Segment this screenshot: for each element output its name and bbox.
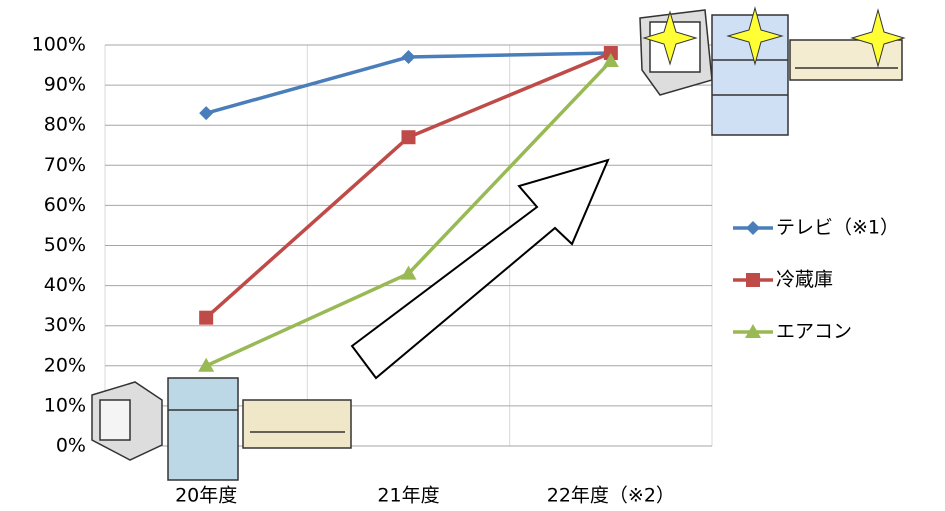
marker <box>199 310 214 325</box>
legend-label: テレビ（※1） <box>776 217 899 239</box>
y-tick-label: 10% <box>44 394 86 416</box>
y-tick-label: 30% <box>44 314 86 336</box>
marker <box>401 130 416 145</box>
trend-arrow <box>350 158 610 380</box>
stars <box>642 6 906 68</box>
old-appliances <box>91 377 352 481</box>
legend-label: 冷蔵庫 <box>776 269 833 291</box>
y-tick-label: 0% <box>56 435 86 457</box>
marker <box>602 53 619 68</box>
y-tick-label: 50% <box>44 234 86 256</box>
x-tick-label: 20年度 <box>175 485 237 507</box>
y-tick-label: 80% <box>44 114 86 136</box>
marker <box>401 50 416 65</box>
marker <box>746 273 760 287</box>
marker <box>746 221 760 235</box>
x-tick-label: 22年度（※2） <box>547 485 675 507</box>
y-tick-label: 100% <box>32 34 86 56</box>
marker <box>198 357 215 372</box>
marker <box>400 265 417 280</box>
y-tick-label: 20% <box>44 354 86 376</box>
y-tick-label: 60% <box>44 194 86 216</box>
y-tick-label: 90% <box>44 74 86 96</box>
y-tick-label: 40% <box>44 274 86 296</box>
marker <box>199 106 214 121</box>
new-appliances <box>639 9 903 136</box>
legend-label: エアコン <box>776 321 852 343</box>
x-tick-label: 21年度 <box>377 485 439 507</box>
marker <box>603 46 618 61</box>
y-tick-label: 70% <box>44 154 86 176</box>
plot-area: 0% 10% 20% 30% 40% 50% 60% 70% 80% 90% 100% 20年度 21年… <box>32 34 713 507</box>
marker <box>745 324 761 338</box>
